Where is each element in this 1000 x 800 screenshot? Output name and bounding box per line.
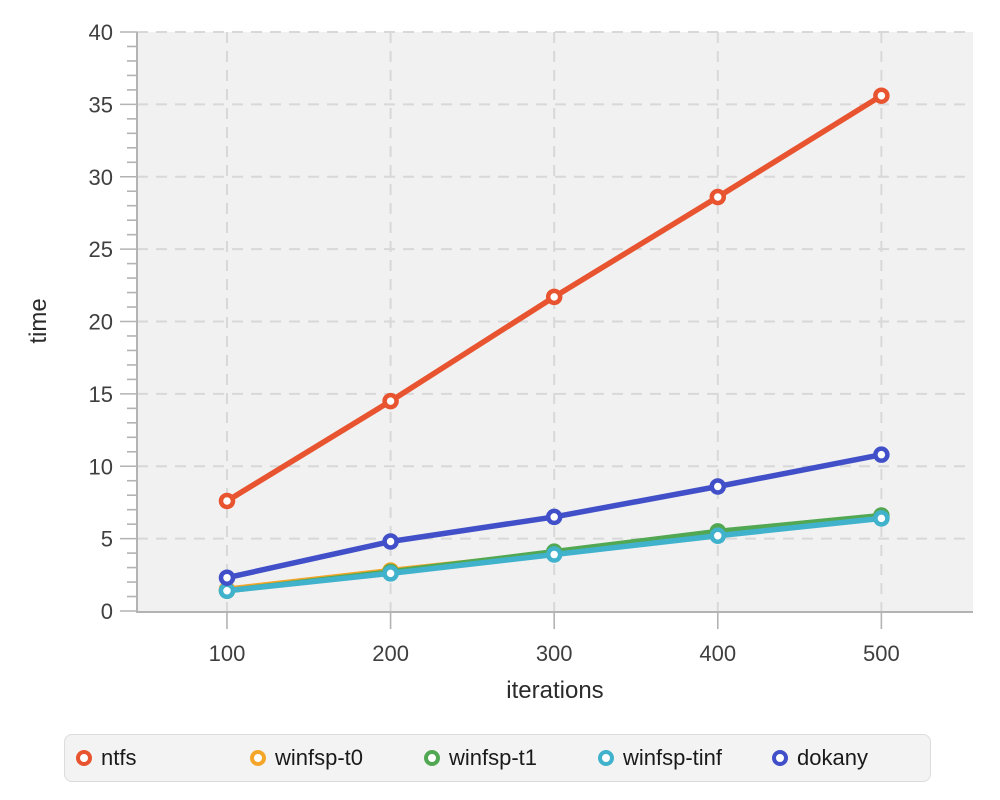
chart-svg: iterations time 0 5 10 15 20 25 30 35 40 100 200 30…: [25, 20, 973, 704]
y-tick-label: 30: [89, 165, 113, 190]
marker-ntfs: [545, 288, 563, 306]
legend-item-winfsp-tinf[interactable]: winfsp-tinf: [598, 745, 772, 771]
marker-ntfs: [382, 392, 399, 410]
marker-dokany: [218, 569, 236, 586]
y-tick-label: 10: [89, 454, 113, 479]
legend-marker-icon: [424, 750, 440, 766]
legend-item-winfsp-t0[interactable]: winfsp-t0: [250, 745, 424, 771]
legend-label: winfsp-t1: [449, 745, 538, 770]
legend-marker-icon: [250, 750, 266, 766]
y-tick-label: 40: [89, 20, 113, 45]
legend-marker-icon: [76, 750, 92, 766]
marker-winfsp-tinf: [545, 546, 563, 563]
legend-item-winfsp-t1[interactable]: winfsp-t1: [424, 745, 598, 771]
y-tick-label: 15: [89, 382, 113, 407]
marker-dokany: [545, 508, 563, 526]
marker-ntfs: [709, 188, 727, 206]
line-chart: iterations time 0 5 10 15 20 25 30 35 40 100 200 30…: [25, 20, 973, 704]
legend-label: winfsp-tinf: [623, 745, 723, 770]
legend-label: winfsp-t0: [275, 745, 364, 770]
y-axis-title: time: [25, 298, 52, 343]
y-tick-label: 5: [101, 527, 113, 552]
y-tick-label: 35: [89, 92, 113, 117]
marker-winfsp-tinf: [873, 510, 890, 527]
marker-winfsp-tinf: [382, 565, 399, 582]
x-tick-label: 100: [209, 641, 246, 666]
legend-item-dokany[interactable]: dokany: [772, 745, 868, 771]
x-tick-label: 500: [863, 641, 900, 666]
x-tick-label: 200: [372, 641, 409, 666]
marker-dokany: [709, 478, 727, 495]
x-tick-label: 400: [699, 641, 736, 666]
legend-item-ntfs[interactable]: ntfs: [76, 745, 250, 771]
marker-dokany: [382, 533, 399, 550]
y-tick-label: 25: [89, 237, 113, 262]
y-tick-label: 0: [101, 599, 113, 624]
y-tick-label: 20: [89, 310, 113, 335]
x-axis-title: iterations: [506, 677, 603, 704]
legend-marker-icon: [598, 750, 614, 766]
legend-label: ntfs: [101, 745, 137, 770]
marker-ntfs: [873, 87, 890, 104]
legend-label: dokany: [797, 745, 868, 770]
marker-winfsp-tinf: [218, 582, 236, 599]
marker-dokany: [873, 446, 890, 463]
legend-marker-icon: [772, 750, 788, 766]
marker-winfsp-tinf: [709, 527, 727, 544]
x-tick-label: 300: [536, 641, 573, 666]
legend: ntfs winfsp-t0 winfsp-t1 winfsp-tinf dokany: [64, 734, 931, 782]
marker-ntfs: [218, 492, 236, 510]
